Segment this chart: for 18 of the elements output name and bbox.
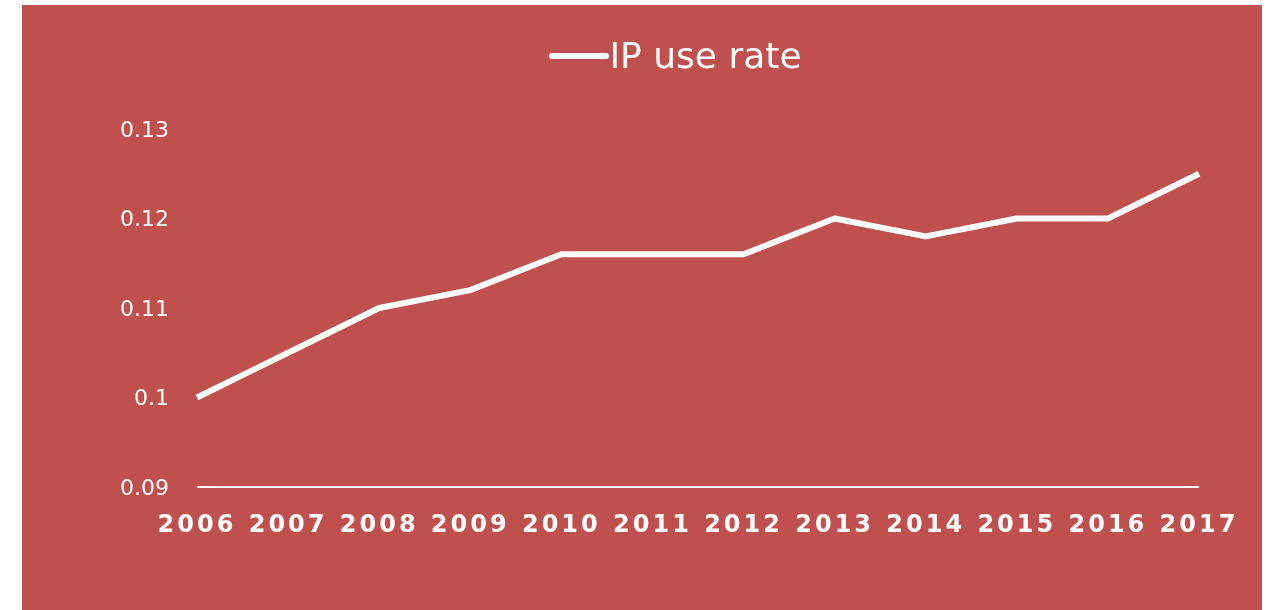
x-tick-label: 2009 — [430, 510, 510, 539]
y-tick-label: 0.13 — [120, 116, 169, 142]
x-tick-label: 2017 — [1159, 510, 1239, 539]
x-tick-label: 2012 — [704, 510, 783, 539]
y-tick-label: 0.11 — [120, 295, 169, 321]
y-tick-label: 0.12 — [120, 206, 169, 232]
x-tick-label: 2008 — [339, 510, 419, 539]
legend-label: IP use rate — [609, 35, 802, 76]
x-tick-label: 2006 — [157, 510, 237, 539]
x-tick-label: 2013 — [795, 510, 875, 539]
x-tick-label: 2011 — [613, 510, 692, 539]
x-tick-label: 2016 — [1068, 510, 1148, 539]
y-tick-label: 0.1 — [134, 385, 169, 411]
x-tick-label: 2010 — [521, 510, 601, 539]
y-tick-label: 0.09 — [120, 474, 169, 500]
x-tick-label: 2007 — [248, 510, 328, 539]
x-tick-label: 2015 — [977, 510, 1057, 539]
x-tick-label: 2014 — [886, 510, 966, 539]
